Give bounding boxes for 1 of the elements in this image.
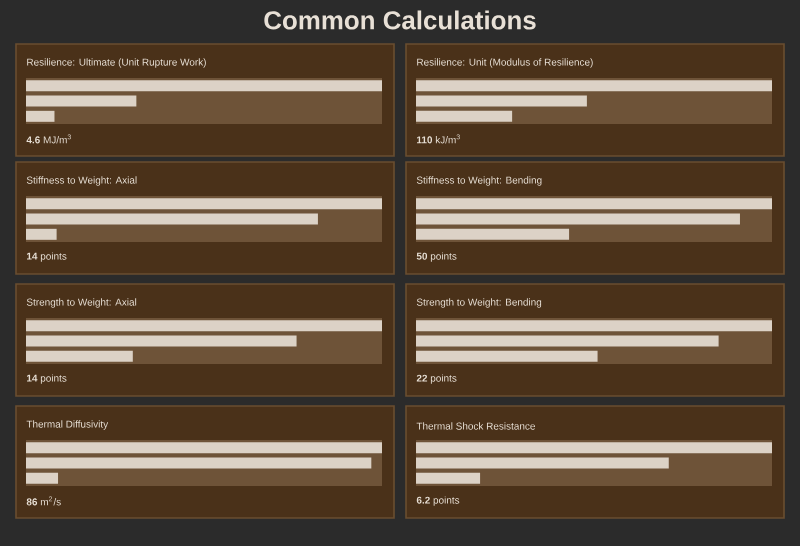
chart-title: Common Calculations [264, 10, 536, 30]
